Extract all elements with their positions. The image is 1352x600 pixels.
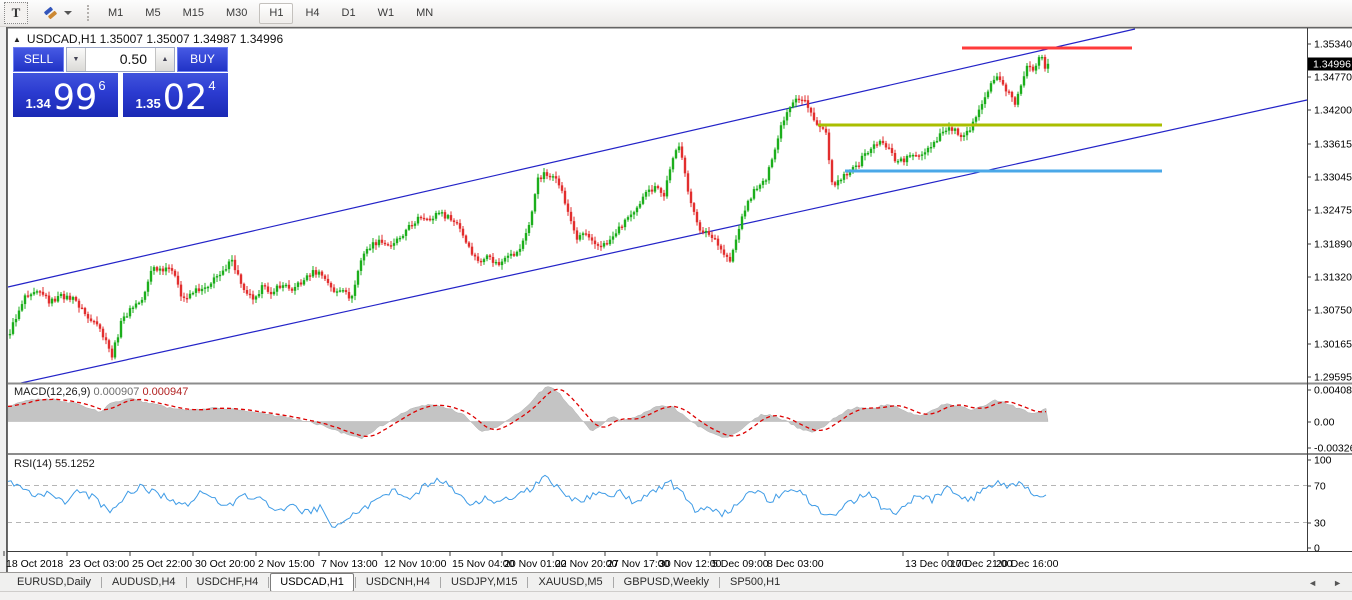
tab-separator <box>612 577 614 588</box>
rsi-value: 55.1252 <box>54 458 95 470</box>
sell-price-display[interactable]: 1.34 99 6 <box>13 73 118 117</box>
macd-label-row: MACD(12,26,9) 0.000907 0.000947 <box>14 386 188 398</box>
chart-tab-audusd[interactable]: AUDUSD,H4 <box>111 576 176 588</box>
chart-tab-bar: EURUSD,Daily AUDUSD,H4 USDCHF,H4 USDCAD,H1 U… <box>0 572 1352 592</box>
one-click-trading-panel: SELL ▼ 0.50 ▲ BUY 1.34 99 6 1.35 02 4 <box>13 47 228 117</box>
buy-button[interactable]: BUY <box>177 47 228 72</box>
chart-tab-usdjpy[interactable]: USDJPY,M15 <box>451 576 518 588</box>
tab-separator <box>527 577 529 588</box>
macd-value-signal: 0.000947 <box>142 386 189 398</box>
timeframe-button-d1[interactable]: D1 <box>341 6 356 19</box>
chart-tab-usdchf[interactable]: USDCHF,H4 <box>196 576 259 588</box>
tab-separator <box>268 577 270 588</box>
chart-tab-xauusd[interactable]: XAUUSD,M5 <box>538 576 603 588</box>
chart-title-row: ▲ USDCAD,H1 1.35007 1.35007 1.34987 1.34… <box>13 32 283 46</box>
tab-separator <box>100 577 102 588</box>
top-toolbar: T M1 M5 M15 M30 H1 H4 D1 W1 MN <box>0 0 1352 27</box>
timeframe-button-w1[interactable]: W1 <box>377 6 395 19</box>
chart-tab-eurusd[interactable]: EURUSD,Daily <box>17 576 91 588</box>
timeframe-button-h1[interactable]: H1 <box>259 2 294 24</box>
chart-title: USDCAD,H1 1.35007 1.35007 1.34987 1.3499… <box>26 32 284 46</box>
tab-scroll-buttons: ◄ ► <box>1308 578 1352 588</box>
volume-decrease-button[interactable]: ▼ <box>67 48 86 71</box>
one-click-panel-toggle-icon[interactable]: ▲ <box>13 34 21 44</box>
tab-scroll-right-icon[interactable]: ► <box>1333 577 1342 588</box>
sell-button[interactable]: SELL <box>13 47 64 72</box>
chart-tab-sp500[interactable]: SP500,H1 <box>730 576 781 588</box>
timeframe-button-m30[interactable]: M30 <box>225 6 248 19</box>
volume-increase-button[interactable]: ▲ <box>155 48 174 71</box>
volume-stepper: ▼ 0.50 ▲ <box>66 47 175 72</box>
tab-separator <box>719 577 721 588</box>
macd-label: MACD(12,26,9) <box>14 386 91 398</box>
chart-tabs: EURUSD,Daily AUDUSD,H4 USDCHF,H4 USDCAD,H1 U… <box>8 573 789 592</box>
text-tool-icon: T <box>11 5 21 20</box>
chart-tab-usdcad[interactable]: USDCAD,H1 <box>270 573 354 592</box>
sell-price-point: 6 <box>98 78 106 93</box>
tab-separator <box>440 577 442 588</box>
rsi-label: RSI(14) <box>14 458 52 470</box>
tab-scroll-left-icon[interactable]: ◄ <box>1308 577 1318 588</box>
toolbar-grip <box>87 5 89 21</box>
chevron-down-icon <box>64 11 72 15</box>
arrow-up-icon: ▲ <box>161 56 169 63</box>
tab-separator <box>354 577 356 588</box>
chart-tab-gbpusd[interactable]: GBPUSD,Weekly <box>623 576 710 588</box>
arrow-down-icon: ▼ <box>72 56 80 63</box>
timeframe-buttons: M1 M5 M15 M30 H1 H4 D1 W1 MN <box>97 2 444 24</box>
buy-price-figure: 1.35 <box>135 96 161 111</box>
buy-price-display[interactable]: 1.35 02 4 <box>123 73 228 117</box>
status-bar <box>0 591 1352 600</box>
colors-tool-button[interactable] <box>40 3 75 23</box>
buy-price-point: 4 <box>208 78 216 93</box>
buy-price-pips: 02 <box>162 78 208 119</box>
timeframe-button-m5[interactable]: M5 <box>145 6 161 19</box>
text-tool-button[interactable]: T <box>4 2 28 24</box>
sell-price-figure: 1.34 <box>25 96 51 111</box>
rsi-label-row: RSI(14) 55.1252 <box>14 458 95 470</box>
macd-value-main: 0.000907 <box>93 386 140 398</box>
sell-price-pips: 99 <box>52 78 98 119</box>
timeframe-button-m15[interactable]: M15 <box>182 6 204 19</box>
timeframe-button-mn[interactable]: MN <box>416 6 434 19</box>
tab-separator <box>185 577 187 588</box>
timeframe-button-h4[interactable]: H4 <box>305 6 320 19</box>
timeframe-button-m1[interactable]: M1 <box>108 6 124 19</box>
volume-input[interactable]: 0.50 <box>119 51 147 67</box>
colors-icon <box>43 6 59 20</box>
chart-tab-usdcnh[interactable]: USDCNH,H4 <box>365 576 431 588</box>
